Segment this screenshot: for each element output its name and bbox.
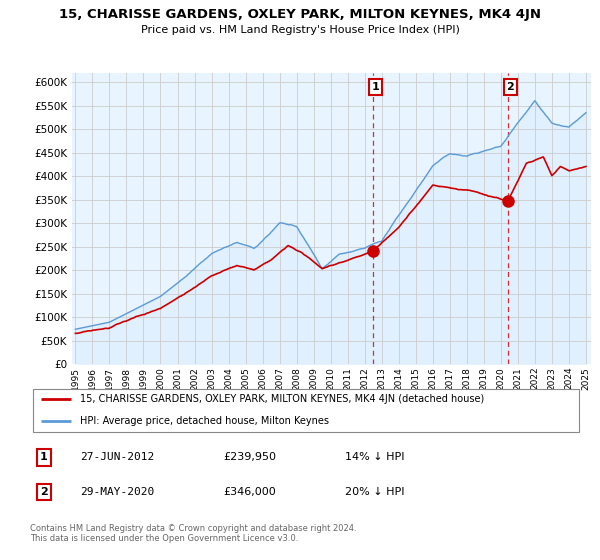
Text: Price paid vs. HM Land Registry's House Price Index (HPI): Price paid vs. HM Land Registry's House … — [140, 25, 460, 35]
Text: 2: 2 — [506, 82, 514, 92]
Text: 15, CHARISSE GARDENS, OXLEY PARK, MILTON KEYNES, MK4 4JN (detached house): 15, CHARISSE GARDENS, OXLEY PARK, MILTON… — [80, 394, 484, 404]
Text: 20% ↓ HPI: 20% ↓ HPI — [344, 487, 404, 497]
Text: 14% ↓ HPI: 14% ↓ HPI — [344, 452, 404, 463]
FancyBboxPatch shape — [33, 389, 579, 432]
Text: Contains HM Land Registry data © Crown copyright and database right 2024.
This d: Contains HM Land Registry data © Crown c… — [30, 524, 356, 543]
Text: 1: 1 — [371, 82, 379, 92]
Text: £239,950: £239,950 — [223, 452, 276, 463]
Text: £346,000: £346,000 — [223, 487, 276, 497]
Text: 29-MAY-2020: 29-MAY-2020 — [80, 487, 154, 497]
Text: 27-JUN-2012: 27-JUN-2012 — [80, 452, 154, 463]
Text: 1: 1 — [40, 452, 47, 463]
Text: HPI: Average price, detached house, Milton Keynes: HPI: Average price, detached house, Milt… — [80, 416, 329, 426]
Text: 2: 2 — [40, 487, 47, 497]
Text: 15, CHARISSE GARDENS, OXLEY PARK, MILTON KEYNES, MK4 4JN: 15, CHARISSE GARDENS, OXLEY PARK, MILTON… — [59, 8, 541, 21]
